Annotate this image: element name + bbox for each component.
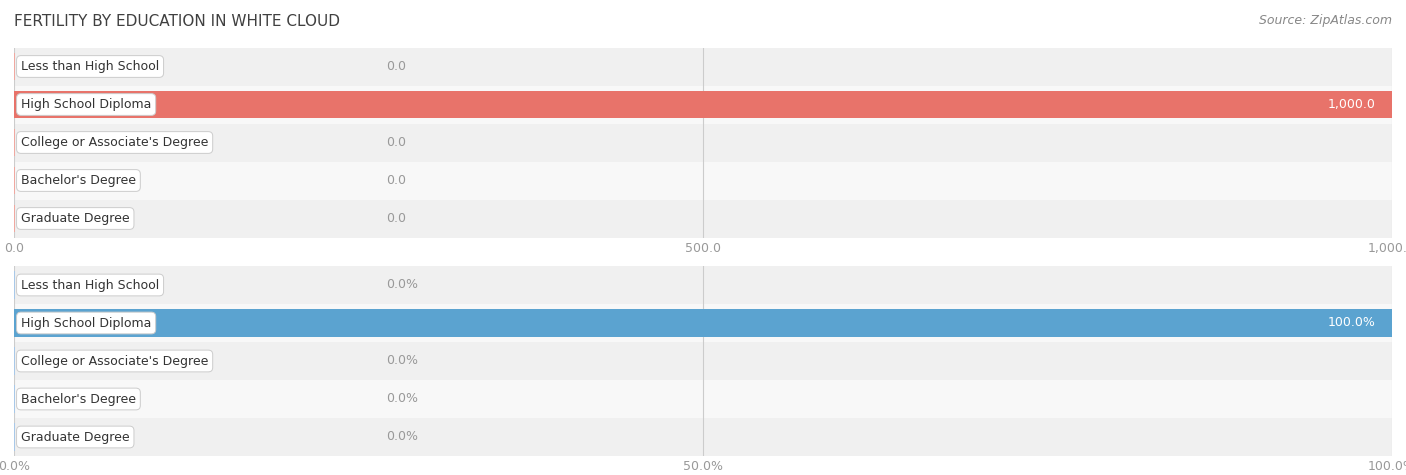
Text: Less than High School: Less than High School — [21, 60, 159, 73]
Text: 0.0: 0.0 — [387, 212, 406, 225]
Text: College or Associate's Degree: College or Associate's Degree — [21, 136, 208, 149]
Bar — [14, 342, 1392, 380]
Text: 0.0%: 0.0% — [387, 430, 418, 444]
Bar — [14, 418, 1392, 456]
Text: 0.0%: 0.0% — [387, 278, 418, 292]
Text: High School Diploma: High School Diploma — [21, 316, 152, 330]
Text: Source: ZipAtlas.com: Source: ZipAtlas.com — [1258, 14, 1392, 27]
Text: High School Diploma: High School Diploma — [21, 98, 152, 111]
Bar — [14, 309, 1392, 337]
Text: 0.0%: 0.0% — [387, 392, 418, 406]
Text: 0.0: 0.0 — [387, 136, 406, 149]
Bar — [14, 200, 1392, 238]
Text: Less than High School: Less than High School — [21, 278, 159, 292]
Text: FERTILITY BY EDUCATION IN WHITE CLOUD: FERTILITY BY EDUCATION IN WHITE CLOUD — [14, 14, 340, 29]
Text: College or Associate's Degree: College or Associate's Degree — [21, 354, 208, 368]
Text: 0.0: 0.0 — [387, 60, 406, 73]
Text: Bachelor's Degree: Bachelor's Degree — [21, 392, 136, 406]
Text: 1,000.0: 1,000.0 — [1327, 98, 1375, 111]
Bar — [14, 48, 1392, 86]
Bar — [14, 266, 1392, 304]
Text: Bachelor's Degree: Bachelor's Degree — [21, 174, 136, 187]
Bar — [14, 304, 1392, 342]
Text: 0.0: 0.0 — [387, 174, 406, 187]
Text: Graduate Degree: Graduate Degree — [21, 212, 129, 225]
Bar — [14, 86, 1392, 124]
Text: 0.0%: 0.0% — [387, 354, 418, 368]
Bar — [14, 162, 1392, 199]
Bar — [14, 380, 1392, 418]
Bar — [14, 124, 1392, 162]
Text: Graduate Degree: Graduate Degree — [21, 430, 129, 444]
Bar — [14, 91, 1392, 118]
Text: 100.0%: 100.0% — [1327, 316, 1375, 330]
